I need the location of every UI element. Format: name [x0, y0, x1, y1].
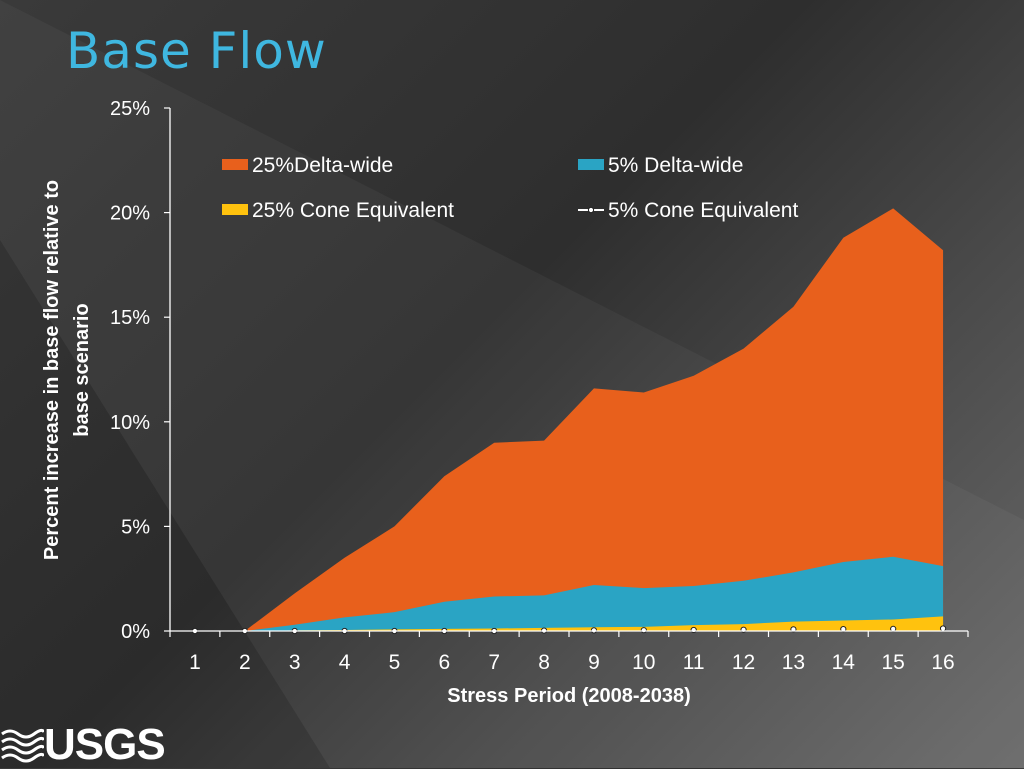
legend-swatch-2 [222, 204, 248, 215]
y-axis-title-line-0: Percent increase in base flow relative t… [41, 180, 63, 560]
x-tick-label-13: 14 [832, 651, 856, 674]
legend-swatch-1 [578, 159, 604, 170]
series-marker-3-15 [940, 626, 945, 631]
x-tick-label-7: 8 [538, 651, 550, 674]
x-tick-label-4: 5 [389, 651, 401, 674]
y-tick-label-5: 25% [110, 98, 150, 120]
legend-swatch-0 [222, 159, 248, 170]
legend-label-1: 5% Delta-wide [608, 154, 743, 177]
y-tick-label-3: 15% [110, 307, 150, 329]
x-tick-label-0: 1 [189, 651, 201, 674]
y-tick-label-4: 20% [110, 203, 150, 225]
legend-marker-3 [588, 207, 593, 212]
y-axis-title-line-1: base scenario [71, 303, 93, 436]
x-tick-label-2: 3 [289, 651, 301, 674]
x-tick-label-11: 12 [732, 651, 755, 674]
usgs-logo-text: USGS [44, 722, 165, 768]
x-tick-label-15: 16 [931, 651, 954, 674]
y-tick-label-1: 5% [121, 516, 150, 538]
y-tick-label-2: 10% [110, 412, 150, 434]
x-tick-label-5: 6 [438, 651, 450, 674]
legend-label-0: 25%Delta-wide [252, 154, 393, 177]
x-tick-label-14: 15 [882, 651, 905, 674]
y-tick-label-0: 0% [121, 621, 150, 643]
x-tick-label-12: 13 [782, 651, 805, 674]
x-tick-label-9: 10 [632, 651, 655, 674]
legend-label-3: 5% Cone Equivalent [608, 199, 798, 222]
x-tick-label-10: 11 [683, 651, 705, 674]
usgs-logo: USGS [0, 722, 170, 768]
x-tick-label-8: 9 [588, 651, 600, 674]
usgs-wave-icon [0, 722, 44, 768]
x-tick-label-1: 2 [239, 651, 251, 674]
legend-label-2: 25% Cone Equivalent [252, 199, 454, 222]
series-marker-3-10 [691, 627, 696, 632]
series-marker-3-9 [641, 628, 646, 633]
x-tick-label-3: 4 [339, 651, 351, 674]
x-tick-label-6: 7 [488, 651, 500, 674]
x-axis-title: Stress Period (2008-2038) [447, 685, 690, 707]
